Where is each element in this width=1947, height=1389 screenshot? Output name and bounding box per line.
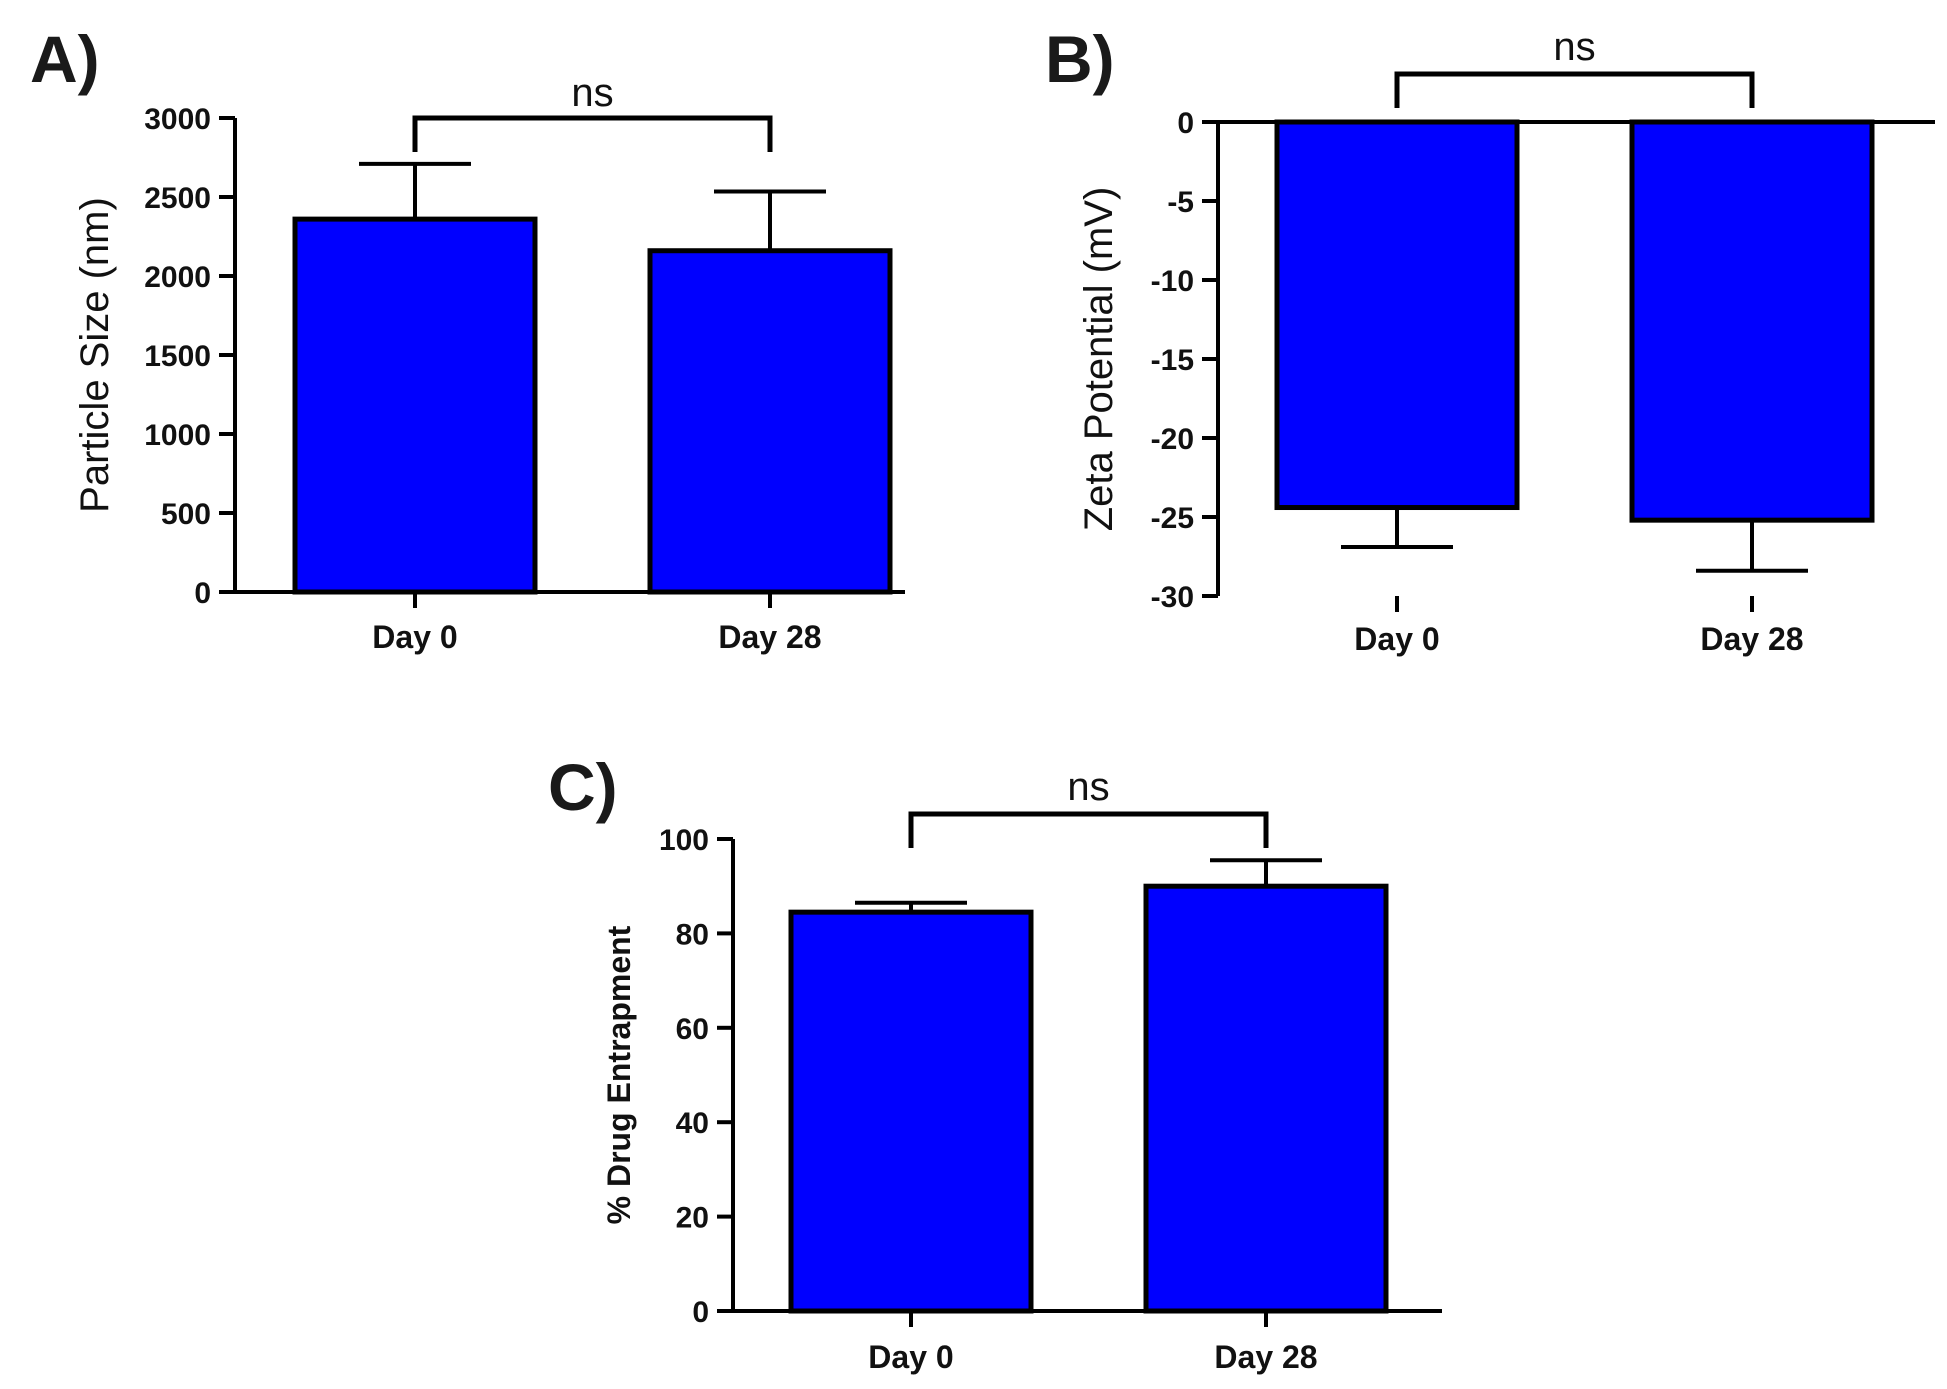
panel-letter: B) [1045,22,1115,96]
y-tick-label: 60 [676,1013,709,1046]
y-tick-label: 2000 [144,261,211,294]
bar-0 [1274,119,1520,511]
x-tick-label: Day 28 [1214,1339,1317,1375]
y-tick-label: -10 [1151,265,1194,298]
panel-a: A) 0 500 1000 1500 2000 2500 3000 Day 0 Day 28 Par… [30,22,905,655]
significance-bracket [908,811,1269,848]
y-tick-label: 3000 [144,103,211,136]
x-tick-label: Day 28 [1700,621,1803,657]
x-tick-label: Day 0 [868,1339,953,1375]
x-tick-label: Day 0 [1354,621,1439,657]
significance-label: ns [1067,765,1109,809]
y-tick-label: 500 [161,498,211,531]
bar-1 [647,248,893,595]
y-tick-label: 0 [194,577,211,610]
y-tick-label: 1500 [144,340,211,373]
x-tick-label: Day 0 [372,619,457,655]
bar-0 [292,216,538,595]
y-tick-label: -25 [1151,502,1194,535]
y-tick-label: 20 [676,1202,709,1235]
y-tick-label: -5 [1167,186,1194,219]
panel-letter: C) [548,750,618,824]
bar-0 [788,909,1034,1314]
significance-label: ns [571,71,613,115]
y-tick-label: 0 [1177,107,1194,140]
significance-bracket [412,115,773,152]
y-axis-label: Particle Size (nm) [73,197,117,513]
y-tick-label: 100 [659,824,709,857]
panel-c: C) 0 20 40 60 80 100 Day 0 Day 28 % Drug Entrapme… [548,750,1442,1375]
panel-b: B) 0 -5 -10 -15 -20 -25 -30 Day 0 Day 28 Zeta Pote… [1045,22,1935,657]
significance-bracket [1394,71,1755,108]
y-tick-label: -30 [1151,581,1194,614]
y-tick-label: 40 [676,1107,709,1140]
significance-label: ns [1553,25,1595,69]
bar-1 [1629,119,1875,523]
y-tick-label: 2500 [144,182,211,215]
y-axis-label: % Drug Entrapment [601,925,637,1224]
panel-letter: A) [30,22,100,96]
y-axis-label: Zeta Potential (mV) [1077,187,1121,532]
y-tick-label: 1000 [144,419,211,452]
y-tick-label: -20 [1151,423,1194,456]
y-tick-label: 80 [676,918,709,951]
y-tick-label: 0 [692,1296,709,1329]
x-tick-label: Day 28 [718,619,821,655]
bar-1 [1143,883,1389,1314]
y-tick-label: -15 [1151,344,1194,377]
